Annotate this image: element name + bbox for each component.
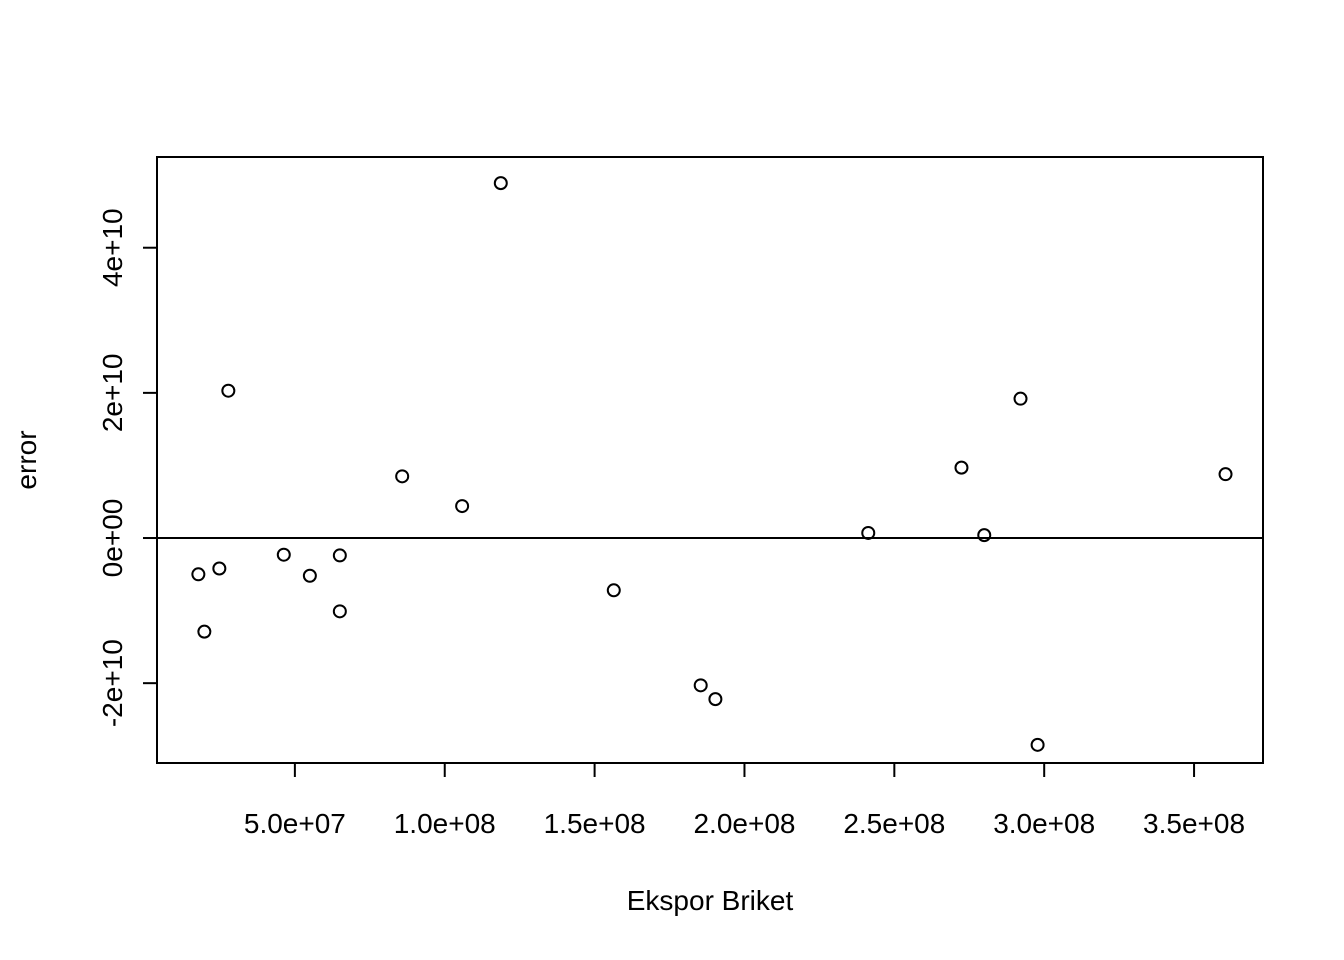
x-tick-label: 3.5e+08	[1143, 808, 1245, 839]
y-tick-label: 0e+00	[97, 499, 128, 578]
data-points	[191, 176, 1233, 752]
x-tick-label: 2.5e+08	[843, 808, 945, 839]
data-point	[1013, 391, 1028, 406]
x-axis-title: Ekspor Briket	[627, 885, 794, 916]
y-tick-label: 2e+10	[97, 354, 128, 433]
y-tick-label: -2e+10	[97, 639, 128, 727]
x-tick-label: 1.5e+08	[544, 808, 646, 839]
data-point	[861, 525, 876, 540]
data-point	[332, 604, 347, 619]
x-tick-label: 1.0e+08	[394, 808, 496, 839]
y-axis-title: error	[11, 430, 42, 489]
data-point	[455, 499, 470, 514]
data-point	[212, 561, 227, 576]
data-point	[191, 567, 206, 582]
data-point	[302, 568, 317, 583]
data-point	[276, 547, 291, 562]
data-point	[954, 460, 969, 475]
x-tick-label: 5.0e+07	[244, 808, 346, 839]
data-point	[1218, 467, 1233, 482]
x-axis: 5.0e+07 1.0e+08 1.5e+08 2.0e+08 2.5e+08 3.0e+…	[244, 762, 1245, 839]
plot-frame	[156, 156, 1264, 764]
y-tick-label: 4e+10	[97, 208, 128, 287]
data-point	[493, 176, 508, 191]
data-point	[1030, 737, 1045, 752]
data-point	[197, 624, 212, 639]
data-point	[693, 678, 708, 693]
data-point	[332, 548, 347, 563]
data-point	[708, 692, 723, 707]
x-tick-label: 2.0e+08	[693, 808, 795, 839]
x-tick-label: 3.0e+08	[993, 808, 1095, 839]
y-axis: -2e+10 0e+00 2e+10 4e+10	[97, 208, 158, 727]
data-point	[221, 383, 236, 398]
data-point	[606, 583, 621, 598]
data-point	[977, 528, 992, 543]
data-point	[395, 469, 410, 484]
